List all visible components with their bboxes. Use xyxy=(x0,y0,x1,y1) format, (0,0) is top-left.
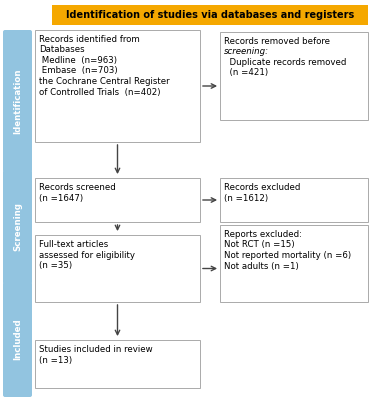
Text: Records excluded: Records excluded xyxy=(224,183,300,192)
Text: (n =35): (n =35) xyxy=(39,261,72,270)
Text: (n =421): (n =421) xyxy=(224,68,268,78)
Text: Studies included in review: Studies included in review xyxy=(39,345,153,354)
Text: Duplicate records removed: Duplicate records removed xyxy=(224,58,347,67)
Text: Screening: Screening xyxy=(13,202,22,252)
FancyBboxPatch shape xyxy=(35,178,200,222)
FancyBboxPatch shape xyxy=(3,30,32,172)
FancyBboxPatch shape xyxy=(220,32,368,120)
FancyBboxPatch shape xyxy=(220,225,368,302)
Text: the Cochrane Central Register: the Cochrane Central Register xyxy=(39,77,170,86)
Text: Not RCT (n =15): Not RCT (n =15) xyxy=(224,240,295,250)
Text: screening:: screening: xyxy=(224,48,269,56)
FancyBboxPatch shape xyxy=(35,30,200,142)
Text: Records screened: Records screened xyxy=(39,183,116,192)
Text: Included: Included xyxy=(13,319,22,360)
Text: (n =13): (n =13) xyxy=(39,356,72,364)
Text: Identification: Identification xyxy=(13,68,22,134)
Text: Records removed before: Records removed before xyxy=(224,37,330,46)
Text: Reports excluded:: Reports excluded: xyxy=(224,230,302,239)
FancyBboxPatch shape xyxy=(3,170,32,284)
Text: Medline  (n=963): Medline (n=963) xyxy=(39,56,117,65)
Text: Not reported mortality (n =6): Not reported mortality (n =6) xyxy=(224,251,351,260)
Text: of Controlled Trials  (n=402): of Controlled Trials (n=402) xyxy=(39,88,160,96)
Text: (n =1647): (n =1647) xyxy=(39,194,83,202)
Text: Not adults (n =1): Not adults (n =1) xyxy=(224,262,299,270)
FancyBboxPatch shape xyxy=(3,282,32,397)
Text: Embase  (n=703): Embase (n=703) xyxy=(39,66,117,76)
Text: (n =1612): (n =1612) xyxy=(224,194,268,202)
Text: Identification of studies via databases and registers: Identification of studies via databases … xyxy=(66,10,354,20)
FancyBboxPatch shape xyxy=(52,5,368,25)
Text: assessed for eligibility: assessed for eligibility xyxy=(39,250,135,260)
FancyBboxPatch shape xyxy=(35,235,200,302)
FancyBboxPatch shape xyxy=(220,178,368,222)
Text: Full-text articles: Full-text articles xyxy=(39,240,108,249)
FancyBboxPatch shape xyxy=(35,340,200,388)
Text: Databases: Databases xyxy=(39,46,85,54)
Text: Records identified from: Records identified from xyxy=(39,35,140,44)
